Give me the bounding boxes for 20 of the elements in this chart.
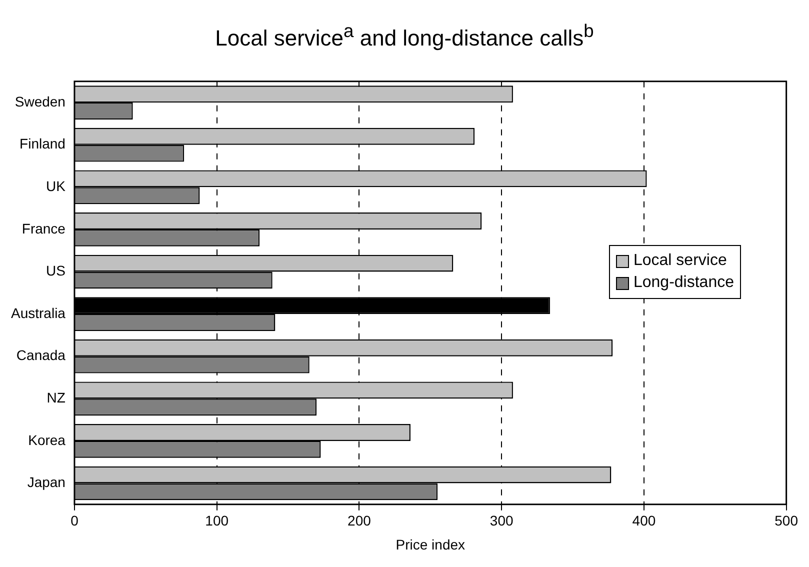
- y-tick-label: Korea: [28, 432, 66, 448]
- y-tick-label: Japan: [27, 474, 66, 490]
- y-tick-label: Australia: [11, 304, 66, 321]
- x-tick-label: 500: [774, 512, 798, 529]
- x-axis-title: Price index: [396, 536, 466, 552]
- y-tick-label: US: [46, 262, 66, 279]
- y-tick-label: NZ: [46, 390, 66, 406]
- legend-label: Long-distance: [633, 273, 734, 293]
- legend-label: Local service: [633, 251, 727, 271]
- y-tick-label: Sweden: [14, 93, 66, 110]
- y-tick-label: Canada: [16, 347, 66, 364]
- y-tick-label: UK: [46, 178, 66, 194]
- x-tick-label: 0: [70, 512, 79, 529]
- y-tick-label: France: [22, 220, 66, 236]
- x-tick-label: 100: [205, 512, 229, 529]
- x-tick-label: 300: [490, 512, 514, 529]
- x-tick-label: 200: [348, 512, 372, 529]
- chart-title: Local service$^{a}$ and long-distance calls$^{b}$: [214, 19, 595, 52]
- y-tick-label: Finland: [20, 136, 66, 152]
- x-tick-label: 400: [632, 512, 656, 529]
